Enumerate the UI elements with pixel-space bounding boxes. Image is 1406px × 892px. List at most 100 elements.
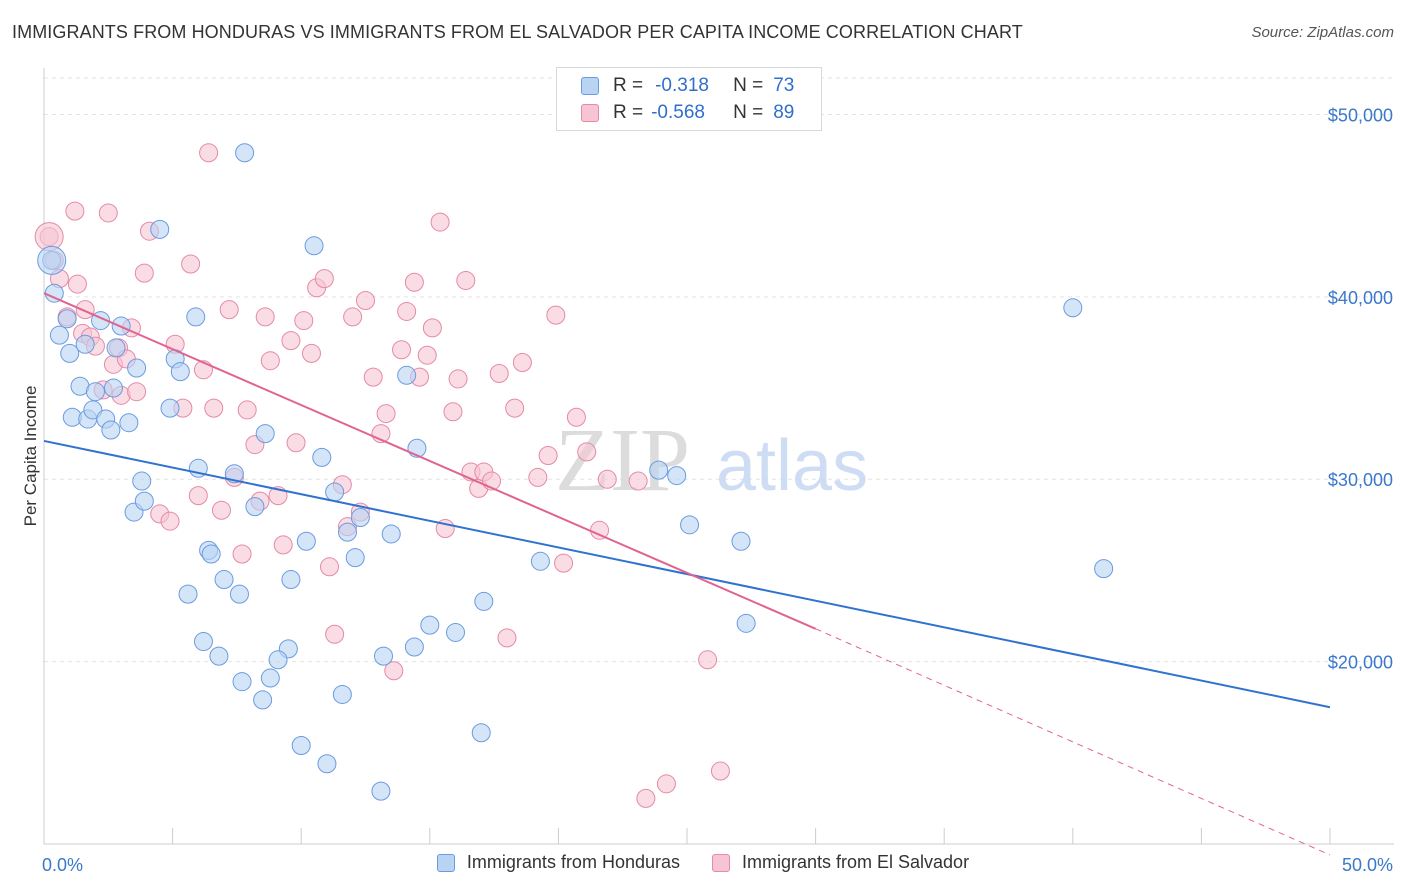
watermark-zip: ZIP [555,411,690,510]
data-point-el-salvador [237,400,257,420]
data-point-el-salvador [325,624,345,644]
data-point-el-salvador [597,469,617,489]
data-point-el-salvador [512,353,532,373]
data-point-honduras [75,334,95,354]
trend-line-el-salvador-extension [815,628,1331,856]
data-point-honduras [530,551,550,571]
data-point-honduras [381,524,401,544]
data-point-el-salvador [497,628,517,648]
data-point-el-salvador [392,340,412,360]
data-point-honduras [404,637,424,657]
trend-line-el-salvador [43,292,816,630]
data-point-el-salvador [204,398,224,418]
legend-label-honduras: Immigrants from Honduras [466,852,680,872]
data-point-el-salvador [636,788,656,808]
correlation-legend: R = -0.318 N = 73 R = -0.568 N = 89 [556,67,822,131]
data-point-el-salvador [301,343,321,363]
data-point-el-salvador [456,270,476,290]
data-point-el-salvador [181,254,201,274]
data-point-honduras [253,690,273,710]
data-point-honduras [103,378,123,398]
series-legend: Immigrants from Honduras Immigrants from… [0,852,1406,873]
data-point-honduras [649,460,669,480]
y-axis-label: Per Capita Income [21,386,40,527]
series-honduras-points [37,143,1114,801]
data-point-honduras [268,650,288,670]
data-point-honduras [680,515,700,535]
data-point-el-salvador [577,442,597,462]
data-point-el-salvador [98,203,118,223]
data-point-honduras [49,325,69,345]
data-point-el-salvador [448,369,468,389]
data-point-honduras [119,413,139,433]
data-point-honduras [731,531,751,551]
data-point-el-salvador [211,500,231,520]
data-point-el-salvador [628,471,648,491]
data-point-el-salvador [160,511,180,531]
y-tick-label: $20,000 [1328,653,1393,673]
y-tick-label: $40,000 [1328,288,1393,308]
data-point-honduras [101,420,121,440]
data-point-honduras [371,781,391,801]
el-salvador-swatch [712,853,730,872]
data-point-honduras [186,307,206,327]
data-point-el-salvador [314,269,334,289]
data-point-honduras [232,672,252,692]
trend-line-honduras [43,439,1331,709]
data-point-el-salvador [260,351,280,371]
data-point-honduras [150,219,170,239]
r-label: R = [613,102,644,123]
data-point-honduras [193,632,213,652]
data-point-el-salvador [67,274,87,294]
data-point-el-salvador [554,553,574,573]
data-point-honduras [160,398,180,418]
data-point-el-salvador [489,363,509,383]
r-value: -0.318 [655,75,709,96]
n-value: 89 [773,102,795,123]
data-point-honduras [397,365,417,385]
data-point-el-salvador [404,272,424,292]
data-point-honduras [235,143,255,163]
legend-label-el-salvador: Immigrants from El Salvador [742,852,970,872]
data-point-el-salvador [134,263,154,283]
data-point-el-salvador [65,201,85,221]
data-point-honduras [134,491,154,511]
data-point-honduras [106,338,126,358]
data-point-honduras [255,424,275,444]
data-point-honduras [281,570,301,590]
data-point-el-salvador [528,467,548,487]
data-point-el-salvador [422,318,442,338]
series-el-salvador-points [34,143,730,808]
data-point-honduras [471,723,491,743]
y-tick-label: $50,000 [1328,105,1393,125]
data-point-honduras [229,584,249,604]
data-point-honduras [345,548,365,568]
data-point-el-salvador [281,331,301,351]
data-point-el-salvador [255,307,275,327]
watermark-atlas: atlas [716,426,868,506]
data-point-el-salvador [384,661,404,681]
data-point-honduras [178,584,198,604]
legend-row-honduras: R = -0.318 N = 73 [557,73,794,99]
data-point-el-salvador [294,311,314,331]
trend-lines [43,292,1331,856]
grid-lines [44,77,1394,663]
data-point-honduras [474,591,494,611]
data-point-honduras [332,684,352,704]
data-point-honduras [304,236,324,256]
tick-labels: $20,000 $30,000 $40,000 $50,000 0.0% 50.0% [42,105,1393,875]
r-value: -0.568 [651,102,705,123]
data-point-honduras [201,544,221,564]
data-point-honduras [374,646,394,666]
watermark: ZIP atlas [555,411,868,510]
data-point-el-salvador [273,535,293,555]
data-point-honduras [312,447,332,467]
el-salvador-swatch [581,104,599,122]
data-point-honduras [337,522,357,542]
x-tick-label: 50.0% [1342,855,1393,875]
data-point-honduras [350,508,370,528]
data-point-honduras [132,471,152,491]
data-point-honduras [420,615,440,635]
data-point-honduras [224,464,244,484]
